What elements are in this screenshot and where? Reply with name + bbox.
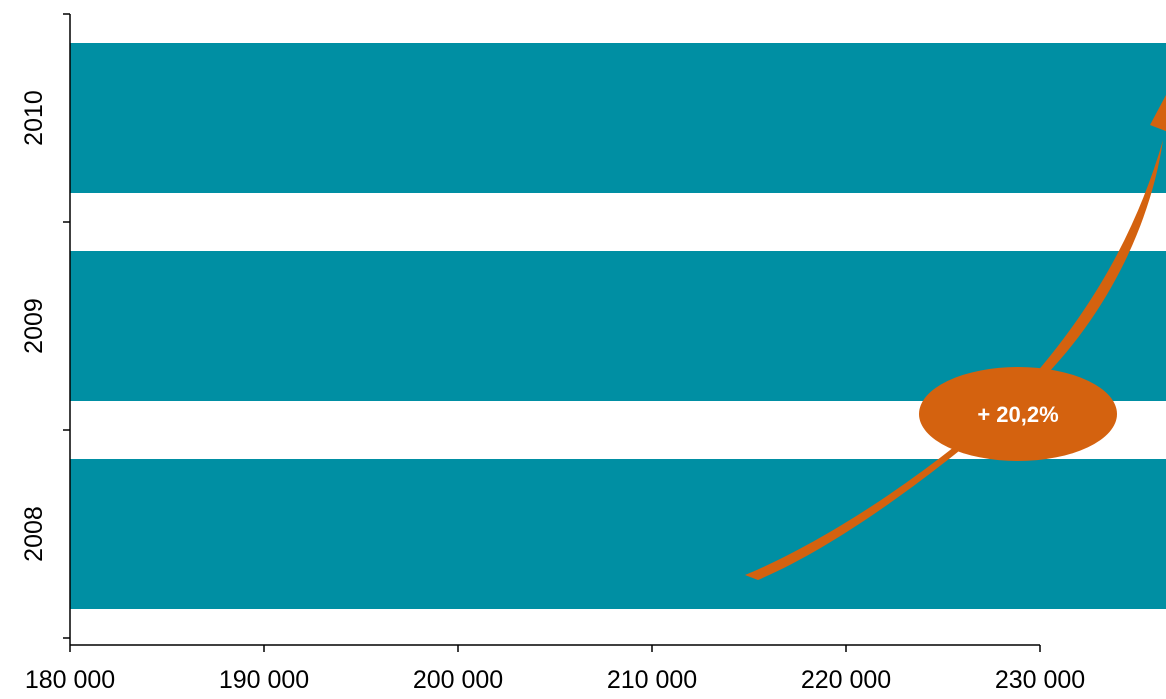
growth-arrow-head: [1150, 95, 1166, 132]
category-label-2009: 2009: [20, 298, 48, 354]
labels-layer: 0,5%188 352 K€20080,4%222 622 K€20090,4%…: [20, 90, 48, 562]
bars-layer: [70, 43, 1166, 609]
x-tick-label: 220 000: [801, 666, 891, 694]
bar-segment-2010-s1: [70, 43, 1166, 193]
bar-segment-2008-s1: [70, 459, 1166, 609]
growth-annotation: + 20,2%: [745, 95, 1166, 580]
category-label-2010: 2010: [20, 90, 48, 146]
category-label-2008: 2008: [20, 506, 48, 562]
x-tick-label: 200 000: [413, 666, 503, 694]
x-tick-label: 210 000: [607, 666, 697, 694]
x-tick-label: 180 000: [25, 666, 115, 694]
growth-badge: [919, 367, 1117, 461]
axes-layer: 180 000 190 000 200 000 210 000 220 000 230 0…: [25, 13, 1085, 694]
x-tick-label: 230 000: [995, 666, 1085, 694]
x-tick-label: 190 000: [219, 666, 309, 694]
growth-badge-text: + 20,2%: [977, 402, 1058, 427]
